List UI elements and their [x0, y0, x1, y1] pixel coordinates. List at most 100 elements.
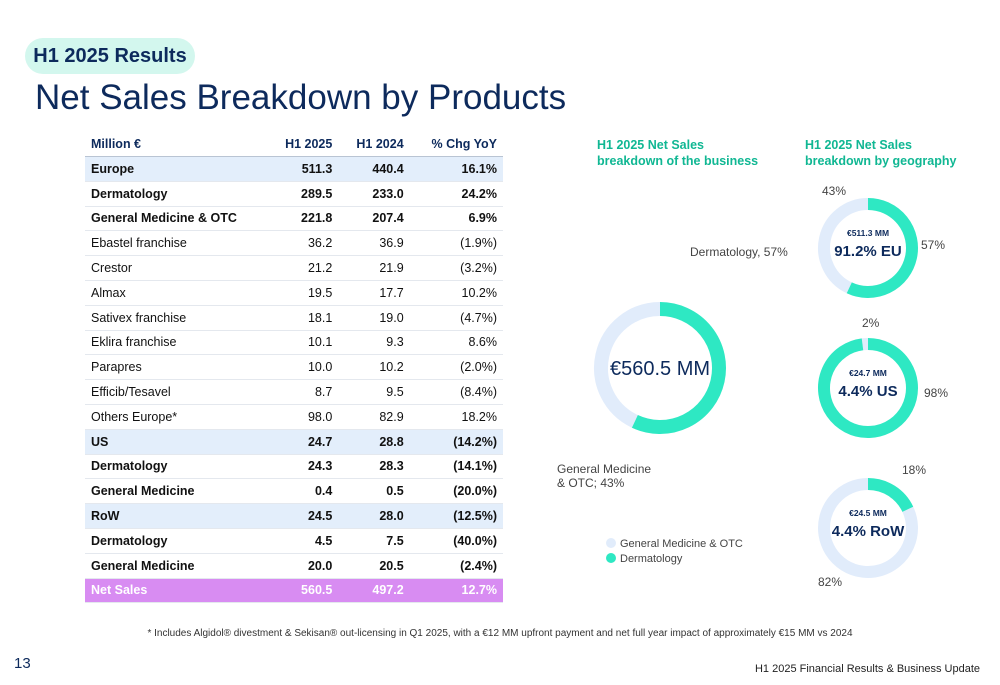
table-cell: General Medicine: [85, 478, 267, 505]
table-cell: General Medicine: [85, 553, 267, 579]
table-row: RoW 24.5 28.0 (12.5%): [85, 503, 503, 529]
footer-text: H1 2025 Financial Results & Business Upd…: [754, 663, 980, 675]
table-cell: (8.4%): [409, 379, 503, 405]
legend-label: General Medicine & OTC: [620, 538, 743, 550]
slide-title: Net Sales Breakdown by Products: [35, 78, 567, 117]
column-header: Million €: [85, 132, 267, 157]
chart-title: H1 2025 Net Sales breakdown of the busin…: [597, 138, 759, 168]
table-cell: Crestor: [85, 255, 267, 281]
table-cell: (2.4%): [409, 553, 503, 579]
table-row: Others Europe* 98.0 82.9 18.2%: [85, 404, 503, 430]
table-row: Dermatology 4.5 7.5 (40.0%): [85, 528, 503, 554]
center-label: 91.2% EU: [834, 243, 902, 260]
table-cell: 0.4: [267, 478, 339, 505]
legend-label: Dermatology: [620, 553, 683, 565]
center-label: €560.5 MM: [610, 358, 710, 380]
table-cell: Europe: [85, 156, 267, 182]
table-cell: 21.2: [267, 255, 339, 281]
table-cell: 4.5: [267, 528, 339, 554]
table-cell: 21.9: [338, 255, 410, 281]
table-cell: (1.9%): [409, 230, 503, 257]
table-cell: 233.0: [338, 181, 410, 207]
table-cell: 24.3: [267, 454, 339, 480]
table-cell: 36.9: [338, 230, 410, 257]
table-row: Parapres 10.0 10.2 (2.0%): [85, 354, 503, 381]
table-cell: (2.0%): [409, 354, 503, 381]
table-row: Net Sales 560.5 497.2 12.7%: [85, 578, 503, 604]
table-cell: (12.5%): [409, 503, 503, 529]
sales-table: Million € H1 2025 H1 2024% Chg YoY Europe 51…: [85, 132, 503, 604]
table-cell: 511.3: [267, 156, 339, 182]
table-cell: 497.2: [338, 578, 410, 604]
table-cell: 20.0: [267, 553, 339, 579]
table-row: Efficib/Tesavel 8.7 9.5 (8.4%): [85, 379, 503, 405]
table-cell: 28.0: [338, 503, 410, 529]
table-row: US 24.7 28.8 (14.2%): [85, 429, 503, 455]
donut-segment: [818, 338, 918, 438]
table-cell: US: [85, 429, 267, 455]
table-cell: (4.7%): [409, 305, 503, 331]
table-cell: Net Sales: [85, 578, 267, 604]
table-cell: 18.1: [267, 305, 339, 331]
table-cell: Ebastel franchise: [85, 230, 267, 257]
table-row: Almax 19.5 17.7 10.2%: [85, 280, 503, 306]
table-row: Dermatology 289.5 233.0 24.2%: [85, 181, 503, 207]
table-cell: RoW: [85, 503, 267, 529]
table-cell: 16.1%: [409, 156, 503, 182]
table-cell: 10.1: [267, 330, 339, 356]
table-cell: 7.5: [338, 528, 410, 554]
table-cell: 9.5: [338, 379, 410, 405]
table-cell: Efficib/Tesavel: [85, 379, 267, 405]
center-note: €511.3 MM: [847, 228, 889, 238]
table-cell: 28.8: [338, 429, 410, 455]
table-cell: 8.6%: [409, 330, 503, 356]
segment-label: 82%: [818, 575, 843, 589]
center-note: €24.5 MM: [849, 508, 887, 518]
table-cell: 82.9: [338, 404, 410, 430]
table-cell: Dermatology: [85, 181, 267, 207]
table-row: General Medicine 0.4 0.5 (20.0%): [85, 478, 503, 505]
table-row: Europe 511.3 440.4 16.1%: [85, 156, 503, 182]
chart-title: H1 2025 Net Sales breakdown by geography: [805, 138, 957, 168]
table-cell: General Medicine & OTC: [85, 206, 267, 232]
donut-segment: [867, 478, 914, 513]
table-cell: 24.2%: [409, 181, 503, 207]
table-cell: 10.2%: [409, 280, 503, 306]
donut-segment: [631, 302, 726, 434]
legend-swatch: [606, 553, 616, 563]
page-number: 13: [14, 655, 31, 672]
table-cell: 0.5: [338, 478, 410, 505]
segment-label: 57%: [921, 238, 946, 252]
table-cell: Parapres: [85, 354, 267, 381]
table-cell: 560.5: [267, 578, 339, 604]
segment-label: General Medicine & OTC; 43%: [557, 462, 652, 490]
footnote: * Includes Algidol® divestment & Sekisan…: [147, 628, 853, 639]
center-label: 4.4% US: [838, 383, 897, 400]
table-cell: 17.7: [338, 280, 410, 306]
center-label: 4.4% RoW: [832, 523, 905, 540]
table-cell: 18.2%: [409, 404, 503, 430]
table-cell: 12.7%: [409, 578, 503, 604]
table-cell: Dermatology: [85, 454, 267, 480]
table-cell: Almax: [85, 280, 267, 306]
table-cell: 440.4: [338, 156, 410, 182]
table-cell: 20.5: [338, 553, 410, 579]
table-row: Dermatology 24.3 28.3 (14.1%): [85, 454, 503, 480]
donut-segment: [594, 302, 661, 428]
table-cell: 221.8: [267, 206, 339, 232]
segment-label: 2%: [862, 316, 880, 330]
table-row: Eklira franchise 10.1 9.3 8.6%: [85, 330, 503, 356]
column-header: H1 2024: [338, 132, 410, 157]
table-cell: Others Europe*: [85, 404, 267, 430]
table-cell: Eklira franchise: [85, 330, 267, 356]
table-cell: (14.2%): [409, 429, 503, 455]
table-cell: 10.0: [267, 354, 339, 381]
table-row: General Medicine & OTC 221.8 207.4 6.9%: [85, 206, 503, 232]
table-cell: 8.7: [267, 379, 339, 405]
table-cell: 28.3: [338, 454, 410, 480]
table-cell: 24.7: [267, 429, 339, 455]
table-cell: (14.1%): [409, 454, 503, 480]
table-cell: 207.4: [338, 206, 410, 232]
